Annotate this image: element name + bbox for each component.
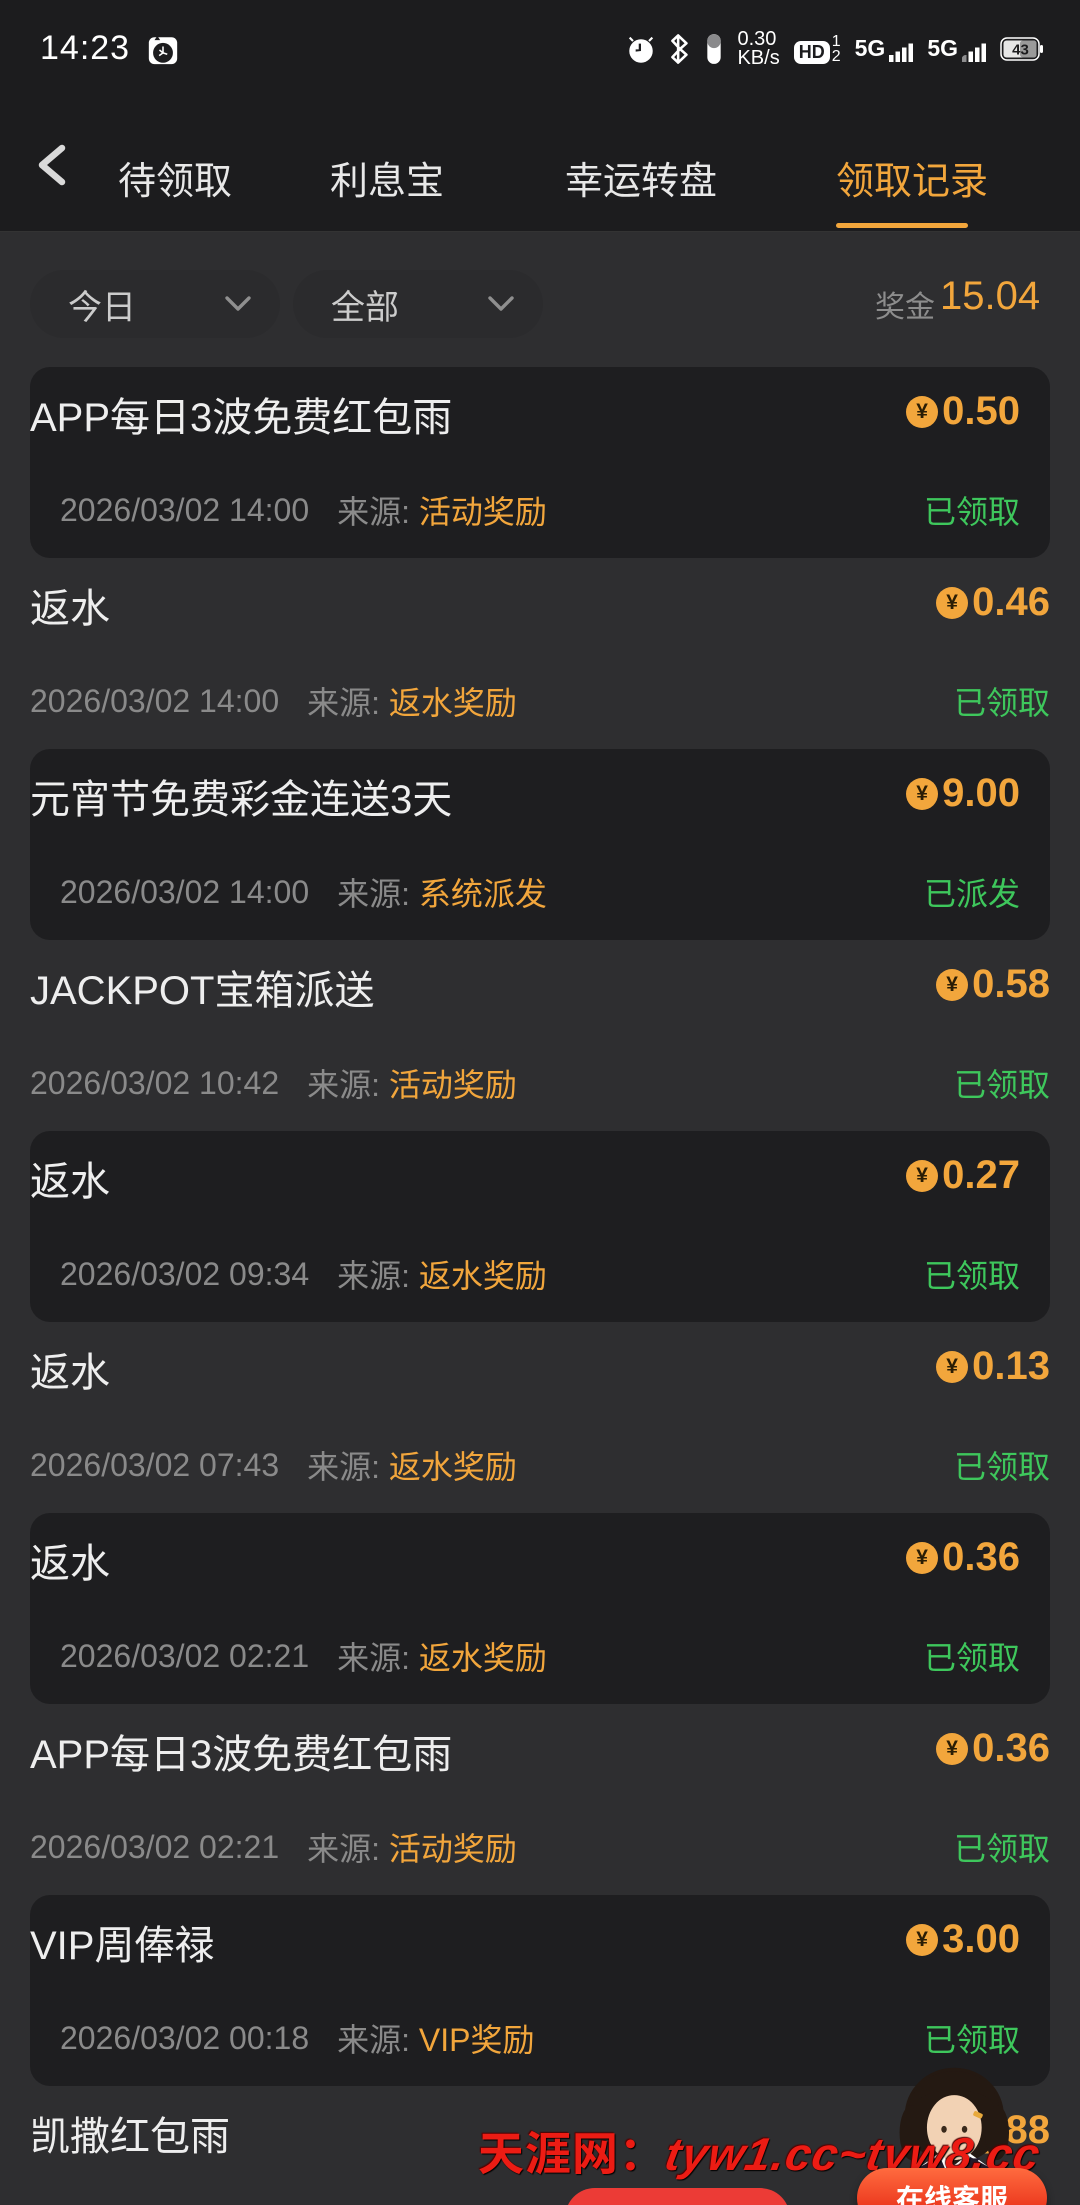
svg-text:43: 43 [1012,41,1029,58]
